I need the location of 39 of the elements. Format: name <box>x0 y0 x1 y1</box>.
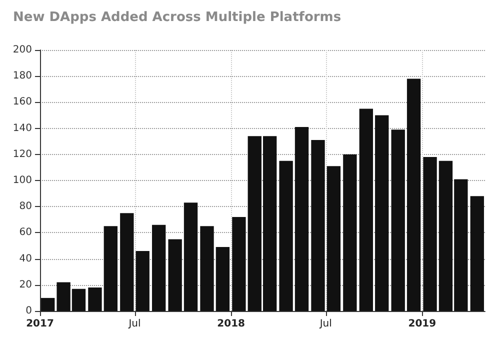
bar <box>279 160 293 311</box>
bar <box>168 239 182 311</box>
y-tick-label: 0 <box>26 306 32 316</box>
y-tick-label: 100 <box>12 175 32 186</box>
x-tick-label: 2017 <box>26 318 54 330</box>
x-tick-label: Jul <box>318 318 332 330</box>
bar <box>294 126 309 311</box>
bar <box>88 288 102 311</box>
bar <box>423 157 437 311</box>
y-tick-label: 60 <box>19 227 32 238</box>
bar <box>343 154 357 311</box>
bar <box>184 202 198 311</box>
y-tick-label: 160 <box>12 96 32 108</box>
bar <box>311 140 325 311</box>
bar <box>326 166 341 311</box>
chart-title: New DApps Added Across Multiple Platforms <box>13 10 342 25</box>
bar <box>232 217 246 311</box>
bar <box>375 115 389 311</box>
bar <box>391 130 405 311</box>
bar <box>104 226 118 311</box>
y-tick-label: 40 <box>19 253 32 264</box>
x-tick-label: 2019 <box>408 318 436 330</box>
y-tick-label: 120 <box>12 148 32 160</box>
y-tick-label: 140 <box>12 122 32 134</box>
bar <box>41 298 55 311</box>
x-tick-label: Jul <box>128 318 141 330</box>
x-tick-label: 2018 <box>217 318 246 330</box>
bar <box>120 213 134 311</box>
bar <box>136 250 150 311</box>
bar <box>470 196 484 311</box>
y-tick-label: 20 <box>19 279 32 290</box>
y-tick-label: 80 <box>19 201 32 212</box>
y-tick-label: 200 <box>12 44 32 56</box>
bar <box>359 108 373 311</box>
bar <box>152 224 166 311</box>
bar <box>200 226 214 311</box>
bar <box>406 78 421 311</box>
y-tick-label: 180 <box>12 70 32 82</box>
bar <box>216 247 230 311</box>
